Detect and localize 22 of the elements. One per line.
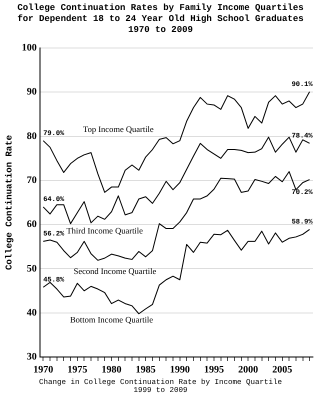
y-tick-label: 100 [22,42,37,54]
y-tick-label: 90 [26,86,37,98]
x-tick-label: 1990 [170,364,190,376]
x-tick-label: 2005 [272,364,292,376]
y-tick-label: 80 [26,130,37,142]
y-axis-title: College Continuation Rate [4,134,15,270]
chart-title: College Continuation Rates by Family Income Quartiles for Dependent 18 to 24 Year Old High School Graduates 1970 to 2009 [16,2,305,37]
series-label: Second Income Quartile [74,266,156,276]
x-tick-label: 1970 [33,364,54,376]
x-tick-label: 1975 [67,364,88,376]
x-tick-label: 1985 [136,364,156,376]
y-tick-label: 40 [26,307,37,318]
series-label: Top Income Quartile [83,124,154,134]
x-tick-label: 2000 [238,364,258,376]
x-tick-label: 1995 [204,364,224,376]
y-tick-label: 30 [26,352,37,363]
series-label: Bottom Income Quartile [70,314,154,325]
y-tick-label: 70 [26,175,37,186]
series-label: Third Income Quartile [66,225,144,236]
y-tick-label: 50 [26,263,37,274]
y-tick-label: 60 [26,219,37,230]
x-tick-label: 1980 [102,364,122,376]
